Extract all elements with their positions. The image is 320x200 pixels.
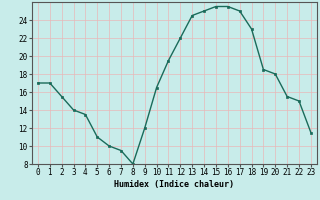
X-axis label: Humidex (Indice chaleur): Humidex (Indice chaleur) bbox=[115, 180, 234, 189]
